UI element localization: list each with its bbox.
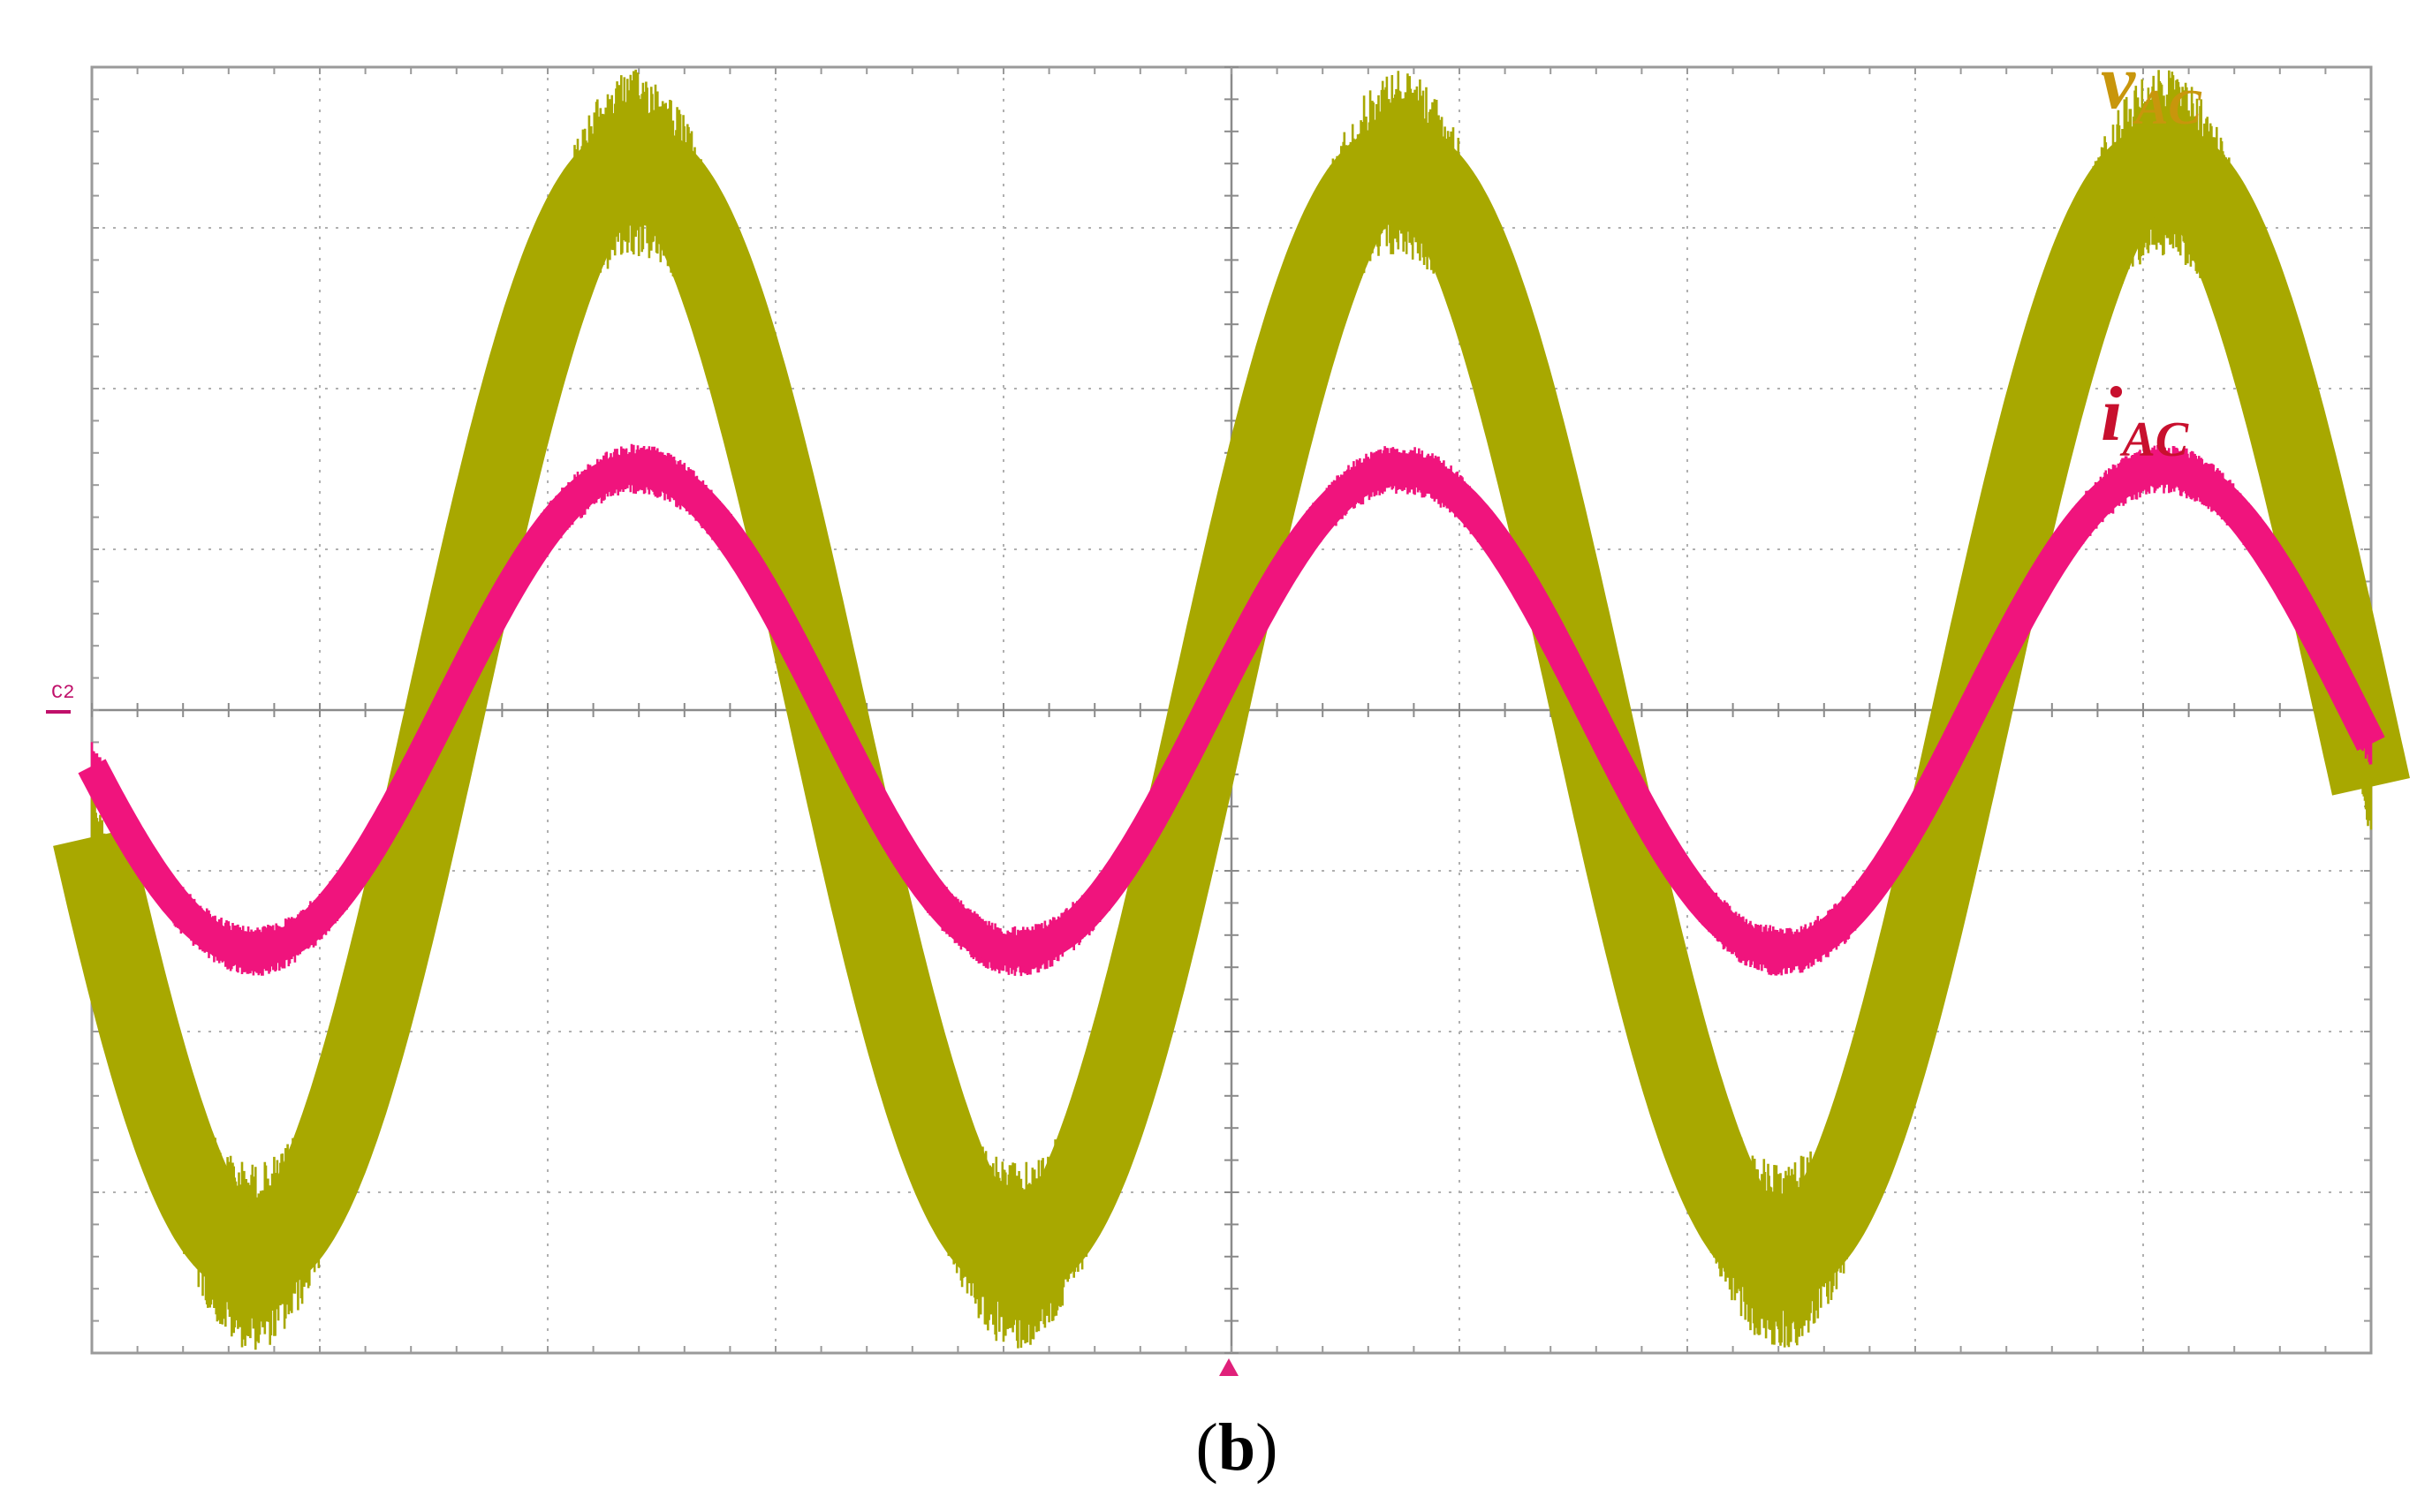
trigger-marker <box>1219 1358 1239 1376</box>
channel-marker-c2: C2 <box>51 682 74 704</box>
waveform-core-i-ac <box>78 453 2385 967</box>
series-label-v-ac: vAC <box>2101 40 2201 135</box>
markers: C2 <box>46 682 1239 1376</box>
waveforms <box>53 69 2410 1350</box>
figure-caption: (b) <box>1196 1410 1278 1485</box>
series-labels: vAC iAC <box>2101 40 2201 467</box>
series-label-i-ac: iAC <box>2101 372 2189 467</box>
waveform-core-v-ac <box>53 124 2410 1297</box>
